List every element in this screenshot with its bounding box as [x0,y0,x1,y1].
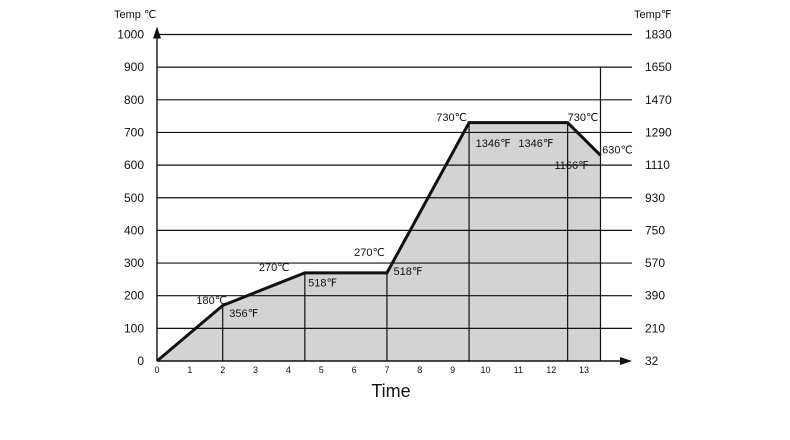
y-axis-arrow [153,26,161,39]
annotation-label: 356℉ [229,308,258,320]
right-axis-title: Temp℉ [634,9,671,21]
y-tick-label: 900 [124,60,144,74]
x-tick-label: 11 [514,365,523,375]
annotation-label: 180℃ [196,295,227,307]
annotation-label: 730℃ [568,112,599,124]
y-tick-label: 700 [124,125,144,139]
y-tick-label: 1000 [117,28,144,42]
y-tick-label-right: 32 [645,354,659,368]
annotation-label: 270℃ [354,247,385,259]
y-tick-label: 800 [124,93,144,107]
y-tick-label: 100 [124,321,144,335]
y-tick-label: 600 [124,158,144,172]
x-tick-label: 4 [286,365,291,375]
x-tick-label: 1 [187,365,192,375]
y-tick-label-right: 210 [645,321,665,335]
y-tick-label: 0 [137,354,144,368]
x-tick-label: 6 [352,365,357,375]
annotation-label: 518℉ [308,278,337,290]
y-tick-label-right: 390 [645,289,665,303]
x-axis-arrow [620,357,632,365]
x-tick-label: 5 [319,365,324,375]
x-tick-label: 9 [450,365,455,375]
annotation-label: 1346℉ [518,138,553,150]
annotation-label: 630℃ [602,145,633,157]
temperature-line [156,121,602,363]
x-axis-title: Time [371,381,410,401]
left-axis-title: Temp ℃ [114,9,156,21]
x-tick-label: 0 [154,365,159,375]
y-tick-label-right: 1830 [645,28,672,42]
area-fill [157,122,601,361]
annotation-label: 270℃ [259,262,290,274]
annotation-label: 730℃ [436,112,467,124]
x-tick-label: 7 [384,365,389,375]
annotation-label: 518℉ [394,266,423,278]
y-tick-label-right: 1290 [645,125,672,139]
y-tick-label: 500 [124,191,144,205]
y-tick-label: 200 [124,289,144,303]
annotation-label: 1346℉ [476,138,511,150]
y-tick-label-right: 930 [645,191,665,205]
x-tick-label: 2 [220,365,225,375]
y-tick-label-right: 750 [645,223,665,237]
y-tick-label: 300 [124,256,144,270]
y-tick-label-right: 1110 [645,158,670,172]
annotation-label: 1166℉ [554,160,588,172]
x-tick-label: 3 [253,365,258,375]
x-tick-label: 8 [417,365,422,375]
y-tick-label-right: 1470 [645,93,672,107]
y-tick-label-right: 1650 [645,60,672,74]
y-tick-label: 400 [124,223,144,237]
x-tick-label: 13 [579,365,589,375]
x-tick-label: 10 [480,365,490,375]
x-tick-label: 12 [546,365,556,375]
y-tick-label-right: 570 [645,256,665,270]
